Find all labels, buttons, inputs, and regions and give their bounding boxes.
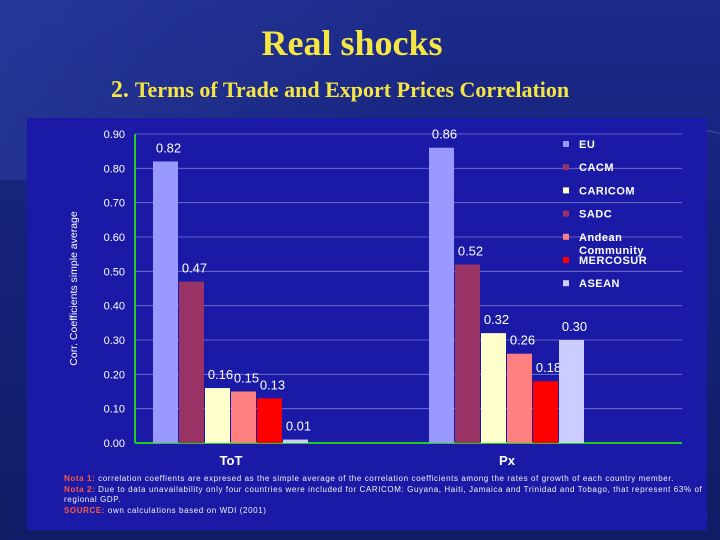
source-text: own calculations based on WDI (2001) [107, 505, 267, 515]
chart-notes: Nota 1: correlation coeffients are expre… [64, 474, 704, 516]
data-label: 0.82 [156, 140, 181, 155]
data-label: 0.16 [208, 367, 233, 382]
data-label: 0.86 [432, 127, 457, 142]
y-tick-label: 0.60 [104, 232, 125, 244]
legend-label: ASEAN [579, 278, 620, 290]
subtitle-text: Terms of Trade and Export Prices Correla… [134, 77, 570, 102]
category-label: Px [499, 453, 516, 468]
note-2-text: Due to data unavailability only four cou… [64, 484, 703, 505]
bar [283, 439, 308, 443]
y-tick-label: 0.70 [104, 198, 125, 210]
bar [153, 161, 178, 443]
note-1: Nota 1: correlation coeffients are expre… [64, 474, 704, 485]
data-label: 0.47 [182, 261, 207, 276]
y-tick-label: 0.30 [104, 335, 125, 347]
chart-panel: 0.00 0.10 0.20 0.30 0.40 0.50 0.60 0.70 0.80 0.90… [27, 118, 707, 530]
legend-swatch [563, 257, 569, 263]
y-tick-label: 0.40 [104, 301, 125, 313]
legend-label: MERCOSUR [579, 255, 647, 267]
legend-swatch [563, 187, 569, 194]
y-tick-label: 0.90 [104, 129, 125, 141]
bar [429, 147, 454, 443]
data-label: 0.30 [562, 319, 587, 334]
legend-label: CARICOM [579, 185, 635, 197]
bar [455, 264, 480, 443]
bar-chart: 0.00 0.10 0.20 0.30 0.40 0.50 0.60 0.70 0.80 0.90… [68, 127, 682, 468]
data-label: 0.18 [536, 360, 561, 375]
category-label: ToT [220, 453, 243, 468]
y-tick-label: 0.50 [104, 266, 125, 278]
bar [205, 388, 230, 443]
slide-title: Real shocks [261, 23, 443, 63]
legend-swatch [563, 210, 569, 217]
legend-label: Andean [579, 232, 622, 244]
legend-swatch [563, 141, 569, 147]
legend-swatch [563, 280, 569, 287]
data-label: 0.01 [286, 419, 311, 434]
note-1-text: correlation coeffients are expresed as t… [98, 474, 674, 483]
slide-subtitle: 2. Terms of Trade and Export Prices Corr… [0, 77, 700, 104]
legend-label: EU [579, 139, 595, 151]
data-label: 0.32 [484, 312, 509, 327]
legend-label: Community [579, 245, 644, 257]
legend-label: SADC [579, 209, 612, 221]
bar [507, 353, 532, 443]
legend-swatch [563, 164, 569, 171]
y-tick-label: 0.00 [104, 438, 125, 450]
data-label: 0.15 [234, 371, 259, 386]
data-label: 0.13 [260, 377, 285, 392]
note-2-label: Nota 2: [64, 484, 96, 494]
source-label: SOURCE: [64, 505, 106, 515]
bar [231, 391, 256, 443]
subtitle-number: 2. [110, 77, 129, 103]
y-axis-label: Corr. Coefficients simple average [68, 211, 80, 366]
y-tick-label: 0.10 [104, 404, 125, 416]
bar [533, 381, 558, 443]
legend-swatch [563, 233, 569, 240]
data-label: 0.52 [458, 243, 483, 258]
bar [481, 333, 506, 443]
bar [559, 340, 584, 443]
note-2: Nota 2: Due to data unavailability only … [64, 485, 704, 506]
bar [257, 398, 282, 443]
note-1-label: Nota 1: [64, 474, 96, 483]
legend-label: CACM [579, 162, 614, 174]
bar [179, 281, 204, 443]
data-label: 0.26 [510, 333, 535, 348]
note-source: SOURCE: own calculations based on WDI (2… [64, 506, 704, 517]
y-tick-label: 0.20 [104, 369, 125, 381]
y-tick-label: 0.80 [104, 163, 125, 175]
